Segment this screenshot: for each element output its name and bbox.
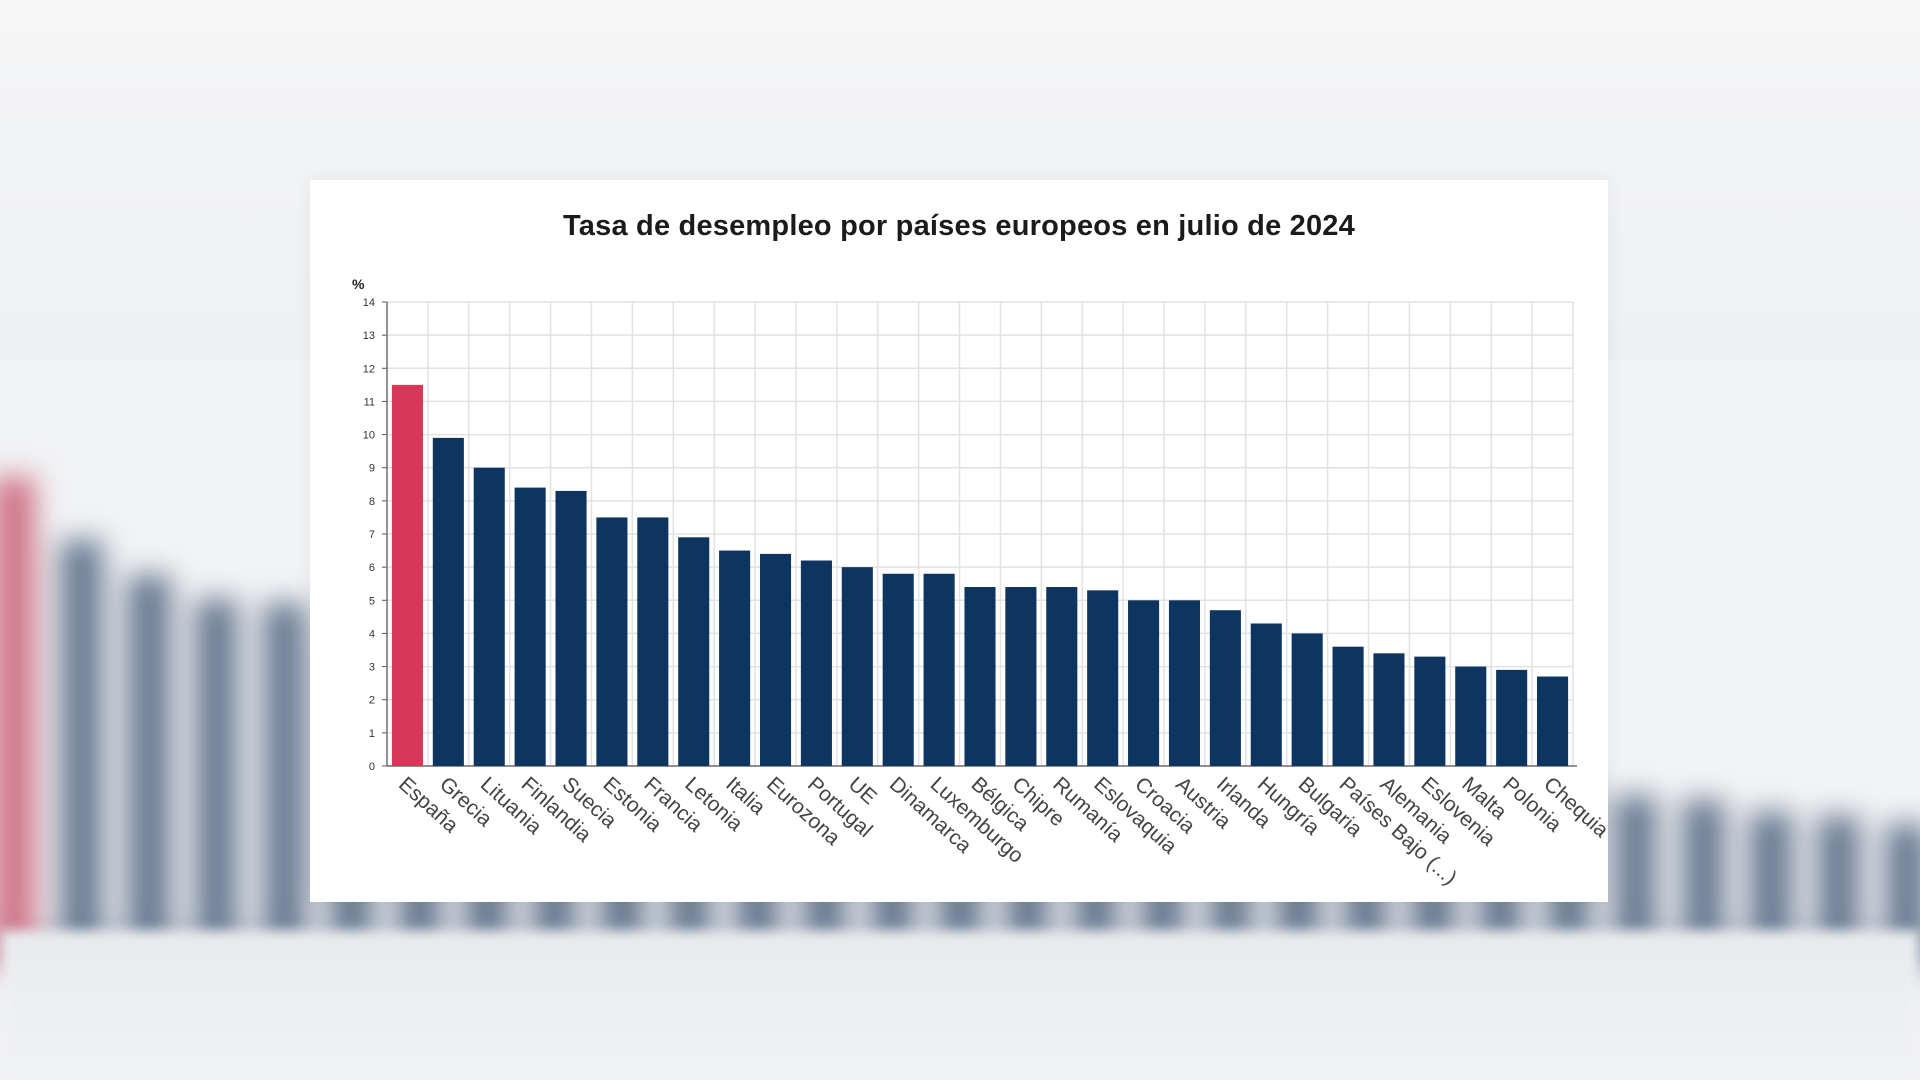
bar-chart: 01234567891011121314%EspañaGreciaLituani… bbox=[352, 276, 1608, 890]
bar-lituania bbox=[473, 467, 505, 766]
y-tick-label: 1 bbox=[369, 728, 375, 740]
bar-bulgaria bbox=[1291, 633, 1323, 766]
bar-italia bbox=[719, 550, 751, 766]
bar-finlandia bbox=[514, 487, 546, 766]
bar-ue bbox=[841, 567, 873, 766]
bar-chipre bbox=[1005, 587, 1037, 766]
bar-eslovaquia bbox=[1087, 590, 1119, 766]
background-bottom-area bbox=[0, 930, 1920, 1080]
bar-grecia bbox=[432, 437, 464, 766]
y-tick-label: 9 bbox=[369, 463, 375, 475]
bar-rumanía bbox=[1046, 587, 1078, 766]
bar-dinamarca bbox=[882, 573, 914, 766]
bar-estonia bbox=[596, 517, 628, 766]
y-tick-label: 2 bbox=[369, 695, 375, 707]
bar-austria bbox=[1168, 600, 1201, 766]
y-tick-label: 5 bbox=[369, 595, 375, 607]
bar-españa bbox=[391, 384, 423, 766]
bar-eurozona bbox=[759, 553, 792, 766]
bar-eslovenia bbox=[1414, 656, 1446, 766]
y-tick-label: 8 bbox=[369, 496, 375, 508]
bar-bélgica bbox=[964, 587, 996, 766]
bar-letonia bbox=[678, 537, 710, 766]
bar-francia bbox=[637, 517, 669, 766]
bar-hungría bbox=[1250, 623, 1282, 766]
y-tick-label: 12 bbox=[363, 363, 375, 375]
chart-card: Tasa de desempleo por países europeos en… bbox=[310, 180, 1608, 902]
blurred-background-bar bbox=[127, 575, 171, 970]
y-tick-label: 0 bbox=[369, 761, 375, 773]
blurred-background-bar bbox=[0, 476, 36, 970]
y-tick-label: 6 bbox=[369, 562, 375, 574]
bar-alemania bbox=[1373, 653, 1405, 766]
y-tick-label: 4 bbox=[369, 628, 375, 640]
y-axis-unit-label: % bbox=[352, 276, 365, 292]
chart-title: Tasa de desempleo por países europeos en… bbox=[563, 210, 1355, 242]
blurred-background-bar bbox=[194, 598, 239, 970]
bar-croacia bbox=[1128, 600, 1160, 766]
bar-suecia bbox=[555, 490, 587, 766]
y-tick-label: 13 bbox=[363, 330, 375, 342]
bar-portugal bbox=[800, 560, 832, 766]
bar-irlanda bbox=[1209, 610, 1241, 766]
bar-polonia bbox=[1496, 669, 1528, 766]
y-tick-label: 11 bbox=[364, 396, 375, 408]
y-tick-label: 14 bbox=[363, 297, 375, 309]
bar-países-bajo bbox=[1332, 646, 1364, 766]
y-tick-label: 3 bbox=[369, 662, 375, 674]
blurred-background-bar bbox=[59, 539, 103, 970]
bar-malta bbox=[1455, 666, 1487, 766]
blurred-background-bar bbox=[262, 602, 306, 970]
bar-luxemburgo bbox=[923, 573, 955, 766]
y-tick-label: 7 bbox=[369, 529, 375, 541]
y-tick-label: 10 bbox=[363, 430, 375, 442]
bar-chequia bbox=[1537, 676, 1569, 766]
